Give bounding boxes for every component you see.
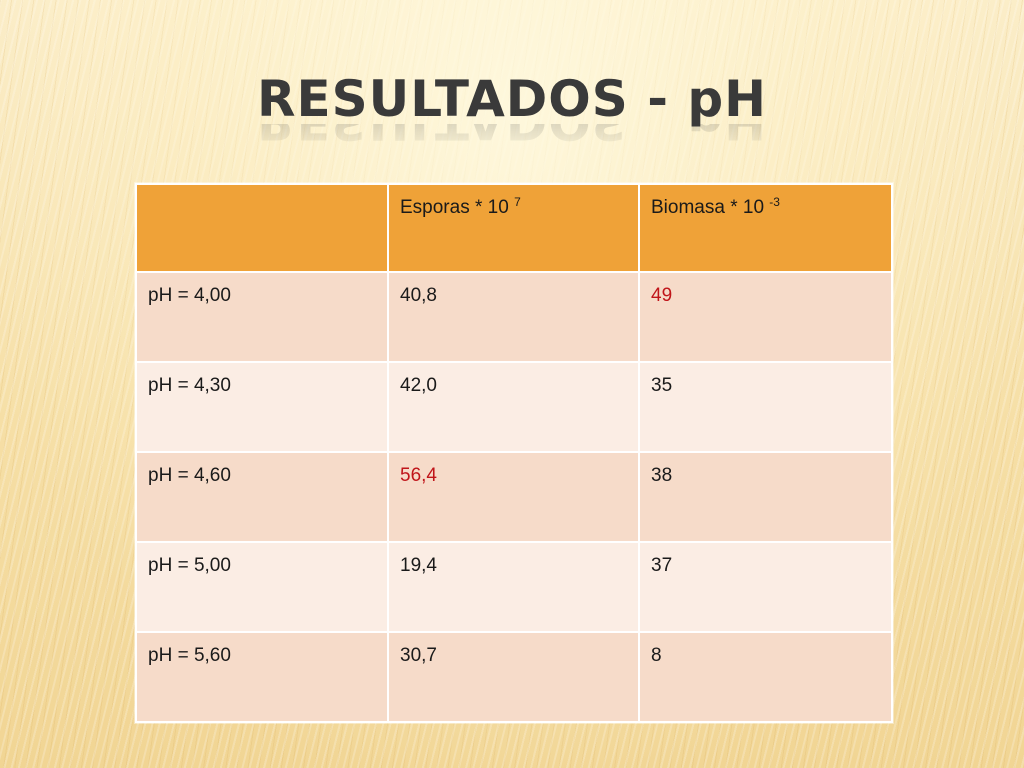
header-biomasa-text: Biomasa * 10: [651, 197, 770, 218]
results-table: Esporas * 10 7 Biomasa * 10 -3 pH = 4,00…: [135, 183, 893, 723]
biomasa-value: 35: [638, 361, 893, 453]
biomasa-value-highlighted: 49: [638, 271, 893, 363]
row-label: pH = 5,60: [135, 631, 389, 723]
biomasa-value: 37: [638, 541, 893, 633]
row-label: pH = 4,30: [135, 361, 389, 453]
esporas-value: 42,0: [387, 361, 640, 453]
table-row: pH = 5,00 19,4 37: [135, 541, 893, 633]
biomasa-value: 38: [638, 451, 893, 543]
row-label: pH = 4,00: [135, 271, 389, 363]
row-label: pH = 5,00: [135, 541, 389, 633]
esporas-value: 30,7: [387, 631, 640, 723]
header-biomasa: Biomasa * 10 -3: [638, 183, 893, 273]
slide-title: RESULTADOS - pH RESULTADOS - pH: [0, 66, 1024, 154]
header-corner-cell: [135, 183, 389, 273]
table-row: pH = 4,60 56,4 38: [135, 451, 893, 543]
esporas-value: 40,8: [387, 271, 640, 363]
table-row: pH = 5,60 30,7 8: [135, 631, 893, 723]
header-esporas-exponent: 7: [514, 195, 521, 209]
header-esporas: Esporas * 10 7: [387, 183, 640, 273]
table-header-row: Esporas * 10 7 Biomasa * 10 -3: [135, 183, 893, 273]
table-row: pH = 4,00 40,8 49: [135, 271, 893, 363]
esporas-value-highlighted: 56,4: [387, 451, 640, 543]
table-row: pH = 4,30 42,0 35: [135, 361, 893, 453]
biomasa-value: 8: [638, 631, 893, 723]
slide-title-reflection: RESULTADOS - pH: [0, 124, 1024, 154]
row-label: pH = 4,60: [135, 451, 389, 543]
header-biomasa-exponent: -3: [769, 195, 780, 209]
esporas-value: 19,4: [387, 541, 640, 633]
slide-title-text: RESULTADOS - pH: [257, 70, 767, 128]
header-esporas-text: Esporas * 10: [400, 197, 515, 218]
